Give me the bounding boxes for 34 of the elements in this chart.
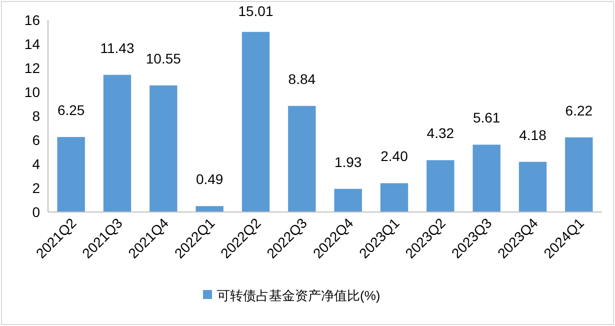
data-label: 1.93 (334, 154, 362, 170)
y-tick-label: 4 (32, 156, 40, 172)
y-tick-label: 14 (24, 36, 40, 52)
data-label: 15.01 (238, 3, 274, 19)
bar (380, 183, 408, 212)
data-label: 11.43 (100, 40, 134, 56)
bar (196, 206, 224, 212)
bar (472, 144, 500, 212)
y-tick-label: 8 (32, 108, 40, 124)
data-label: 4.32 (426, 125, 454, 142)
bar (103, 74, 132, 212)
y-tick-label: 0 (32, 204, 40, 220)
data-label: 5.61 (472, 110, 500, 126)
data-label: 6.22 (565, 102, 593, 118)
bar (565, 137, 593, 212)
bar (150, 85, 178, 212)
data-label: 10.55 (146, 50, 182, 66)
bar (334, 188, 362, 212)
y-tick-label: 6 (32, 132, 40, 148)
y-tick-label: 16 (24, 12, 40, 28)
bar (518, 162, 547, 212)
bar (57, 137, 85, 212)
data-label: 6.25 (57, 102, 85, 118)
bar (242, 32, 270, 212)
data-label: 0.49 (196, 171, 224, 188)
bar (426, 160, 454, 212)
data-label: 4.18 (519, 126, 547, 143)
y-tick-label: 10 (24, 84, 40, 100)
data-label: 8.84 (288, 70, 316, 87)
y-tick-label: 2 (32, 180, 40, 196)
y-tick-label: 12 (24, 60, 40, 76)
bar (288, 106, 316, 212)
data-label: 2.40 (380, 148, 408, 164)
legend-label: 可转债占基金资产净值比(%) (217, 288, 380, 303)
